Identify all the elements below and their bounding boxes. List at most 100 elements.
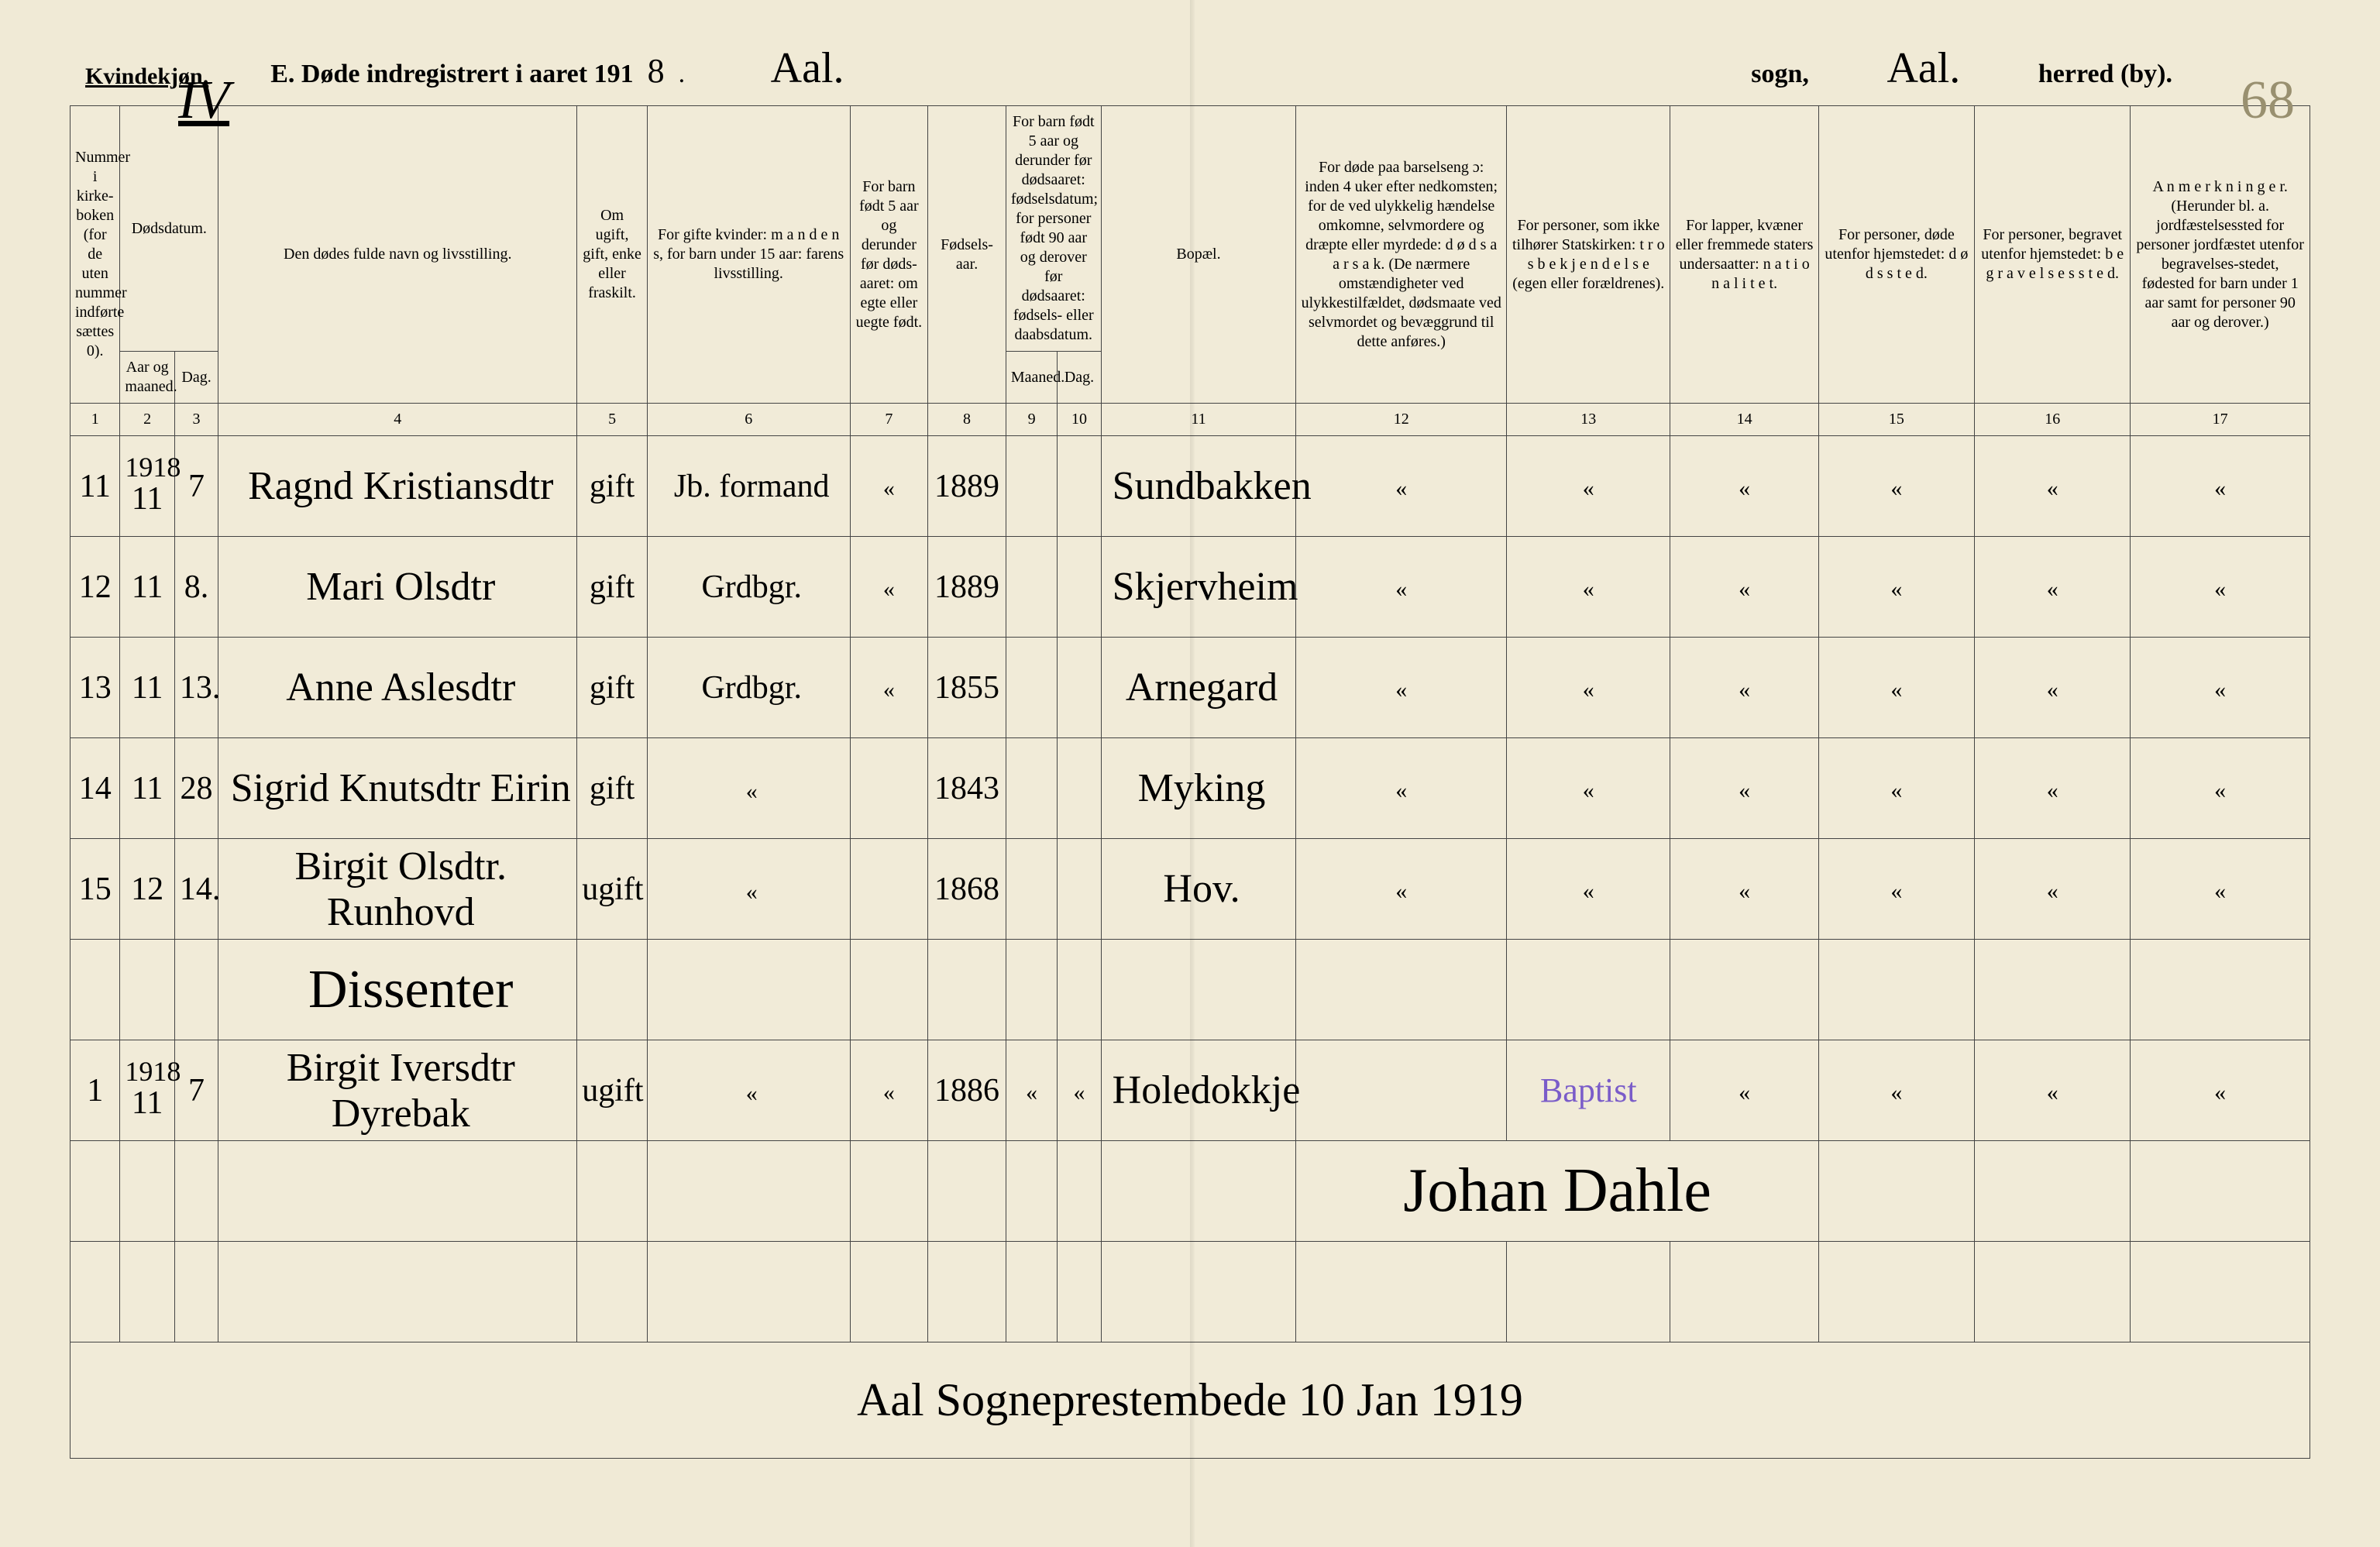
col-15-header: For personer, døde utenfor hjemstedet: d… [1818, 106, 1974, 404]
burial-place: « [1975, 738, 2131, 839]
title-prefix: E. Døde indregistrert i aaret 191 [270, 60, 633, 89]
blank [174, 940, 218, 1040]
blank [1818, 1141, 1974, 1242]
blank [577, 1141, 648, 1242]
col-9b-header: Dag. [1058, 352, 1101, 404]
blank [2131, 1141, 2310, 1242]
blank [1296, 940, 1507, 1040]
spouse-occupation: « [647, 738, 850, 839]
death-day: 28 [174, 738, 218, 839]
marital-status: gift [577, 738, 648, 839]
blank [174, 1242, 218, 1342]
blank [1058, 940, 1101, 1040]
legitimacy: « [850, 638, 928, 738]
colnum: 17 [2131, 404, 2310, 436]
spouse-occupation: « [647, 839, 850, 940]
nationality: « [1670, 738, 1818, 839]
col-11-header: Bopæl. [1101, 106, 1296, 404]
birth-month: « [1006, 1040, 1057, 1141]
sogn-label: sogn, [1751, 60, 1809, 89]
colnum: 13 [1507, 404, 1670, 436]
col-7-header: For barn født 5 aar og derunder før døds… [850, 106, 928, 404]
cause-of-death [1296, 1040, 1507, 1141]
death-day: 7 [174, 1040, 218, 1141]
blank [850, 940, 928, 1040]
cause-of-death: « [1296, 638, 1507, 738]
col-5-header: Om ugift, gift, enke eller fraskilt. [577, 106, 648, 404]
marital-status: ugift [577, 839, 648, 940]
period: . [679, 60, 686, 89]
year-suffix: 8 [648, 54, 665, 88]
blank [1006, 1141, 1057, 1242]
col-2-group-header: Dødsdatum. [120, 106, 218, 352]
col-16-header: For personer, begravet utenfor hjemstede… [1975, 106, 2131, 404]
birth-month [1006, 638, 1057, 738]
confession: « [1507, 436, 1670, 537]
footer-signature: Aal Sogneprestembede 10 Jan 1919 [71, 1342, 2310, 1459]
blank [71, 940, 120, 1040]
colnum: 7 [850, 404, 928, 436]
blank [1058, 1141, 1101, 1242]
blank [1101, 1141, 1296, 1242]
blank [1058, 1242, 1101, 1342]
burial-place: « [1975, 436, 2131, 537]
col-14-header: For lapper, kvæner eller fremmede stater… [1670, 106, 1818, 404]
blank [71, 1141, 120, 1242]
blank [1818, 1242, 1974, 1342]
table-row: 141128Sigrid Knutsdtr Eiringift«1843Myki… [71, 738, 2310, 839]
residence: Skjervheim [1101, 537, 1296, 638]
spouse-occupation: Jb. formand [647, 436, 850, 537]
death-register-table: Nummer i kirke- boken (for de uten numme… [70, 105, 2310, 1459]
deceased-name: Anne Aslesdtr [218, 638, 577, 738]
blank [1101, 1242, 1296, 1342]
burial-place: « [1975, 839, 2131, 940]
blank [218, 1242, 577, 1342]
colnum: 9 [1006, 404, 1057, 436]
marital-status: gift [577, 537, 648, 638]
birth-month [1006, 738, 1057, 839]
confession: « [1507, 738, 1670, 839]
marital-status: gift [577, 638, 648, 738]
colnum: 14 [1670, 404, 1818, 436]
blank [1006, 940, 1057, 1040]
nationality: « [1670, 1040, 1818, 1141]
death-month: 12 [120, 839, 174, 940]
colnum: 15 [1818, 404, 1974, 436]
death-month: 11 [120, 738, 174, 839]
header-line: Kvindekjøn. E. Døde indregistrert i aare… [70, 46, 2310, 90]
birth-month [1006, 436, 1057, 537]
residence: Myking [1101, 738, 1296, 839]
spouse-occupation: Grdbgr. [647, 638, 850, 738]
birth-month [1006, 839, 1057, 940]
blank [71, 1242, 120, 1342]
blank [1975, 1141, 2131, 1242]
burial-place: « [1975, 638, 2131, 738]
confession: « [1507, 638, 1670, 738]
colnum: 12 [1296, 404, 1507, 436]
blank [218, 1141, 577, 1242]
col-6-header: For gifte kvinder: m a n d e n s, for ba… [647, 106, 850, 404]
col-17-header: A n m e r k n i n g e r. (Herunder bl. a… [2131, 106, 2310, 404]
blank [1006, 1242, 1057, 1342]
place-of-death: « [1818, 537, 1974, 638]
blank [928, 1141, 1006, 1242]
district-written: Aal. [1823, 46, 2024, 90]
spouse-occupation: « [647, 1040, 850, 1141]
blank [1818, 940, 1974, 1040]
blank [1507, 940, 1670, 1040]
deceased-name: Birgit Iversdtr Dyrebak [218, 1040, 577, 1141]
column-number-row: 1 2 3 4 5 6 7 8 9 10 11 12 13 14 15 16 1… [71, 404, 2310, 436]
residence: Hov. [1101, 839, 1296, 940]
blank [120, 1242, 174, 1342]
blank [1670, 940, 1818, 1040]
cause-of-death: « [1296, 738, 1507, 839]
col-9a-header: Maaned. [1006, 352, 1057, 404]
section-label: Dissenter [218, 940, 577, 1040]
birth-year: 1886 [928, 1040, 1006, 1141]
place-of-death: « [1818, 1040, 1974, 1141]
birth-year: 1855 [928, 638, 1006, 738]
signature: Johan Dahle [1296, 1141, 1818, 1242]
col-4-header: Den dødes fulde navn og livsstilling. [218, 106, 577, 404]
colnum: 6 [647, 404, 850, 436]
blank [647, 1242, 850, 1342]
